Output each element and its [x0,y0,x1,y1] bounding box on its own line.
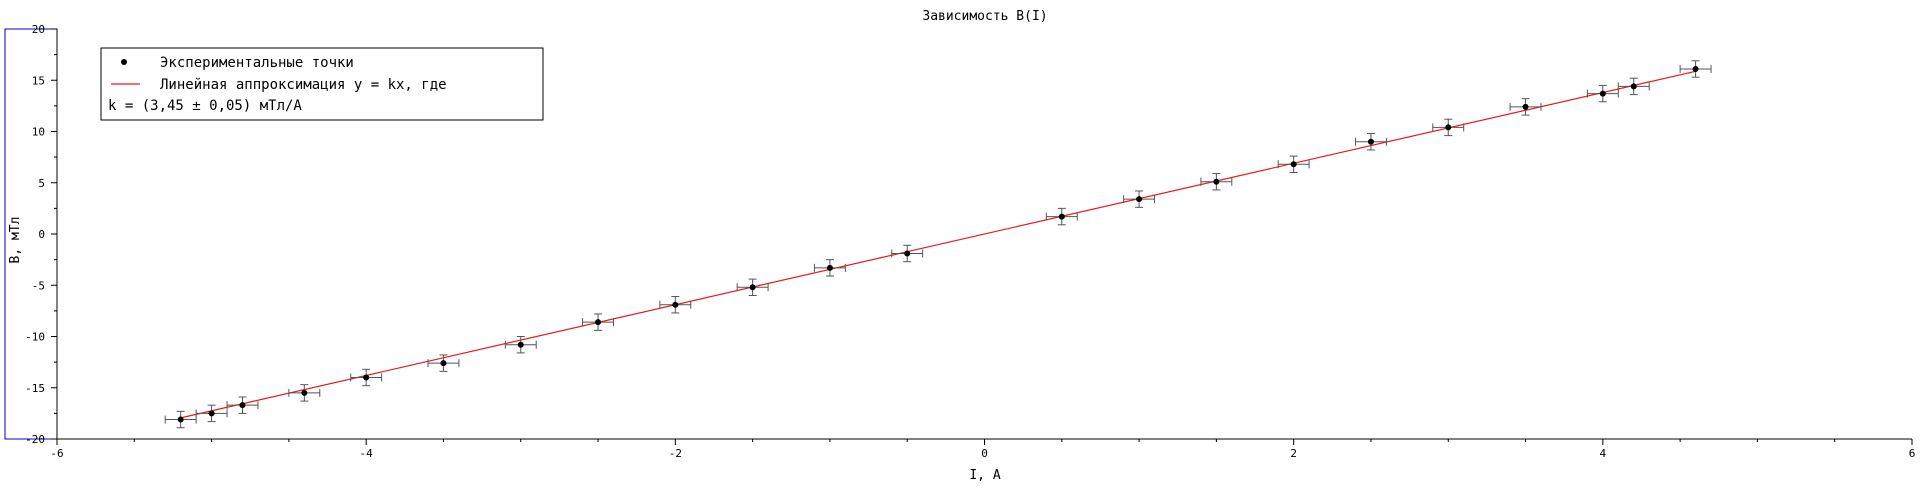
x-tick-label: 0 [981,447,988,460]
y-axis-label: B, мТл [8,217,23,264]
y-tick-label: 15 [32,74,45,87]
legend-point-marker [121,59,127,65]
data-point [177,416,184,423]
x-tick-label: 4 [1600,447,1607,460]
data-point [1522,103,1529,110]
data-point [440,360,447,367]
fit-line [180,70,1696,419]
x-tick-label: -6 [50,447,63,460]
data-point [517,341,524,348]
x-axis-label: I, A [969,468,1000,483]
data-point [826,264,833,271]
y-tick-label: 20 [32,23,45,36]
y-tick-label: 0 [38,228,45,241]
data-point [595,319,602,326]
data-point [1136,196,1143,203]
data-point [1213,178,1220,185]
chart-title: Зависимость B(I) [922,9,1047,24]
legend-box [100,47,544,121]
y-tick-label: -15 [25,382,45,395]
data-point [904,250,911,257]
legend-points-label: Экспериментальные точки [160,55,354,71]
data-point [208,410,215,417]
legend-coef-label: k = (3,45 ± 0,05) мТл/A [108,98,302,114]
y-tick-label: 10 [32,126,45,139]
legend-line-label: Линейная аппроксимация y = kx, где [160,77,447,93]
data-point [1058,213,1065,220]
data-point [1290,161,1297,168]
data-point [1692,65,1699,72]
data-point [363,374,370,381]
y-tick-label: -10 [25,331,45,344]
y-tick-label: -20 [25,433,45,446]
x-tick-label: -2 [669,447,682,460]
x-tick-label: -4 [360,447,374,460]
data-point [1367,138,1374,145]
y-tick-label: 5 [38,177,45,190]
data-point [672,301,679,308]
x-tick-label: 6 [1909,447,1916,460]
data-point [301,389,308,396]
data-point [1630,83,1637,90]
data-point [1445,124,1452,131]
y-tick-label: -5 [32,279,45,292]
data-point [749,284,756,291]
legend: Экспериментальные точки Линейная аппрокс… [100,47,544,121]
data-point [239,402,246,409]
data-point [1599,90,1606,97]
points-group [177,65,1699,423]
x-tick-label: 2 [1290,447,1297,460]
fit-line-group [180,70,1696,419]
